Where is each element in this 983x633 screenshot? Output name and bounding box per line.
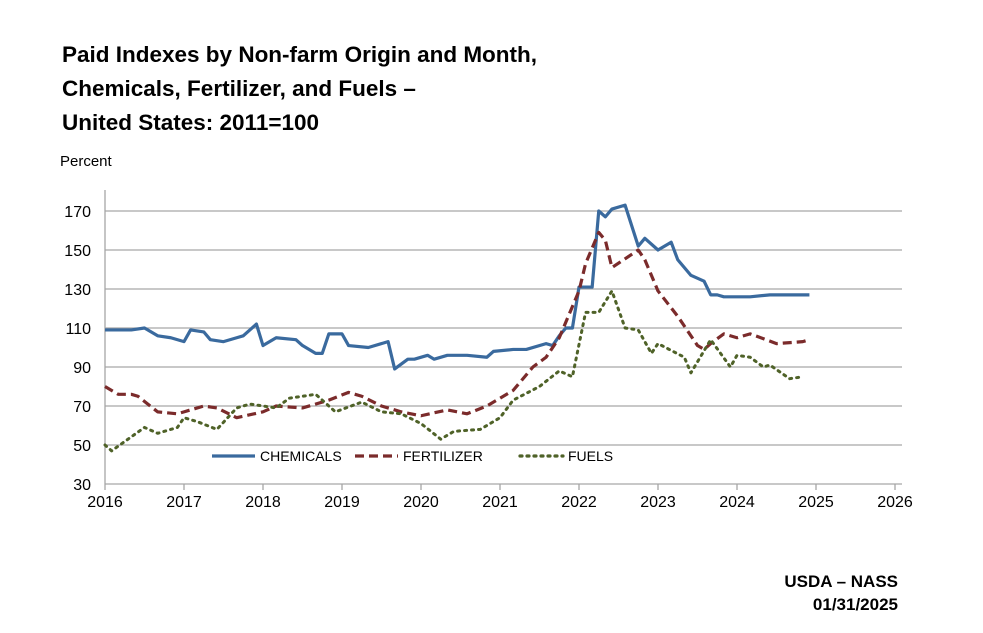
x-tick-label: 2022 [561,494,597,511]
x-tick-label: 2023 [640,494,676,511]
title-line-2: Chemicals, Fertilizer, and Fuels – [62,76,416,101]
y-tick-label: 110 [65,321,91,338]
y-tick-label: 130 [64,282,91,299]
series-line-fuels [103,289,805,453]
x-tick-label: 2017 [166,494,202,511]
x-tick-label: 2016 [87,494,123,511]
title-line-3: United States: 2011=100 [62,110,320,135]
x-tick-label: 2026 [877,494,913,511]
legend-label-chemicals: CHEMICALS [260,448,342,464]
x-tick-label: 2025 [798,494,834,511]
x-tick-label: 2018 [245,494,281,511]
y-tick-label: 70 [73,399,91,416]
y-tick-label: 90 [73,360,91,377]
source-text: USDA – NASS [784,572,898,591]
y-tick-label: 150 [64,243,91,260]
chart-title: Paid Indexes by Non-farm Origin and Mont… [62,38,762,140]
y-tick-label: 170 [64,204,91,221]
x-tick-label: 2021 [482,494,518,511]
y-axis-label: Percent [60,153,112,170]
legend-label-fuels: FUELS [568,448,613,464]
y-tick-label: 30 [73,477,91,494]
date-text: 01/31/2025 [812,595,898,614]
title-line-1: Paid Indexes by Non-farm Origin and Mont… [62,42,538,67]
series-line-chemicals [105,203,810,371]
x-tick-label: 2019 [324,494,360,511]
x-tick-label: 2024 [719,494,755,511]
legend-label-fertilizer: FERTILIZER [403,448,483,464]
source-note: USDA – NASS 01/31/2025 [784,570,898,616]
series-line-fertilizer [104,230,810,420]
x-tick-label: 2020 [403,494,439,511]
y-tick-label: 50 [73,438,91,455]
